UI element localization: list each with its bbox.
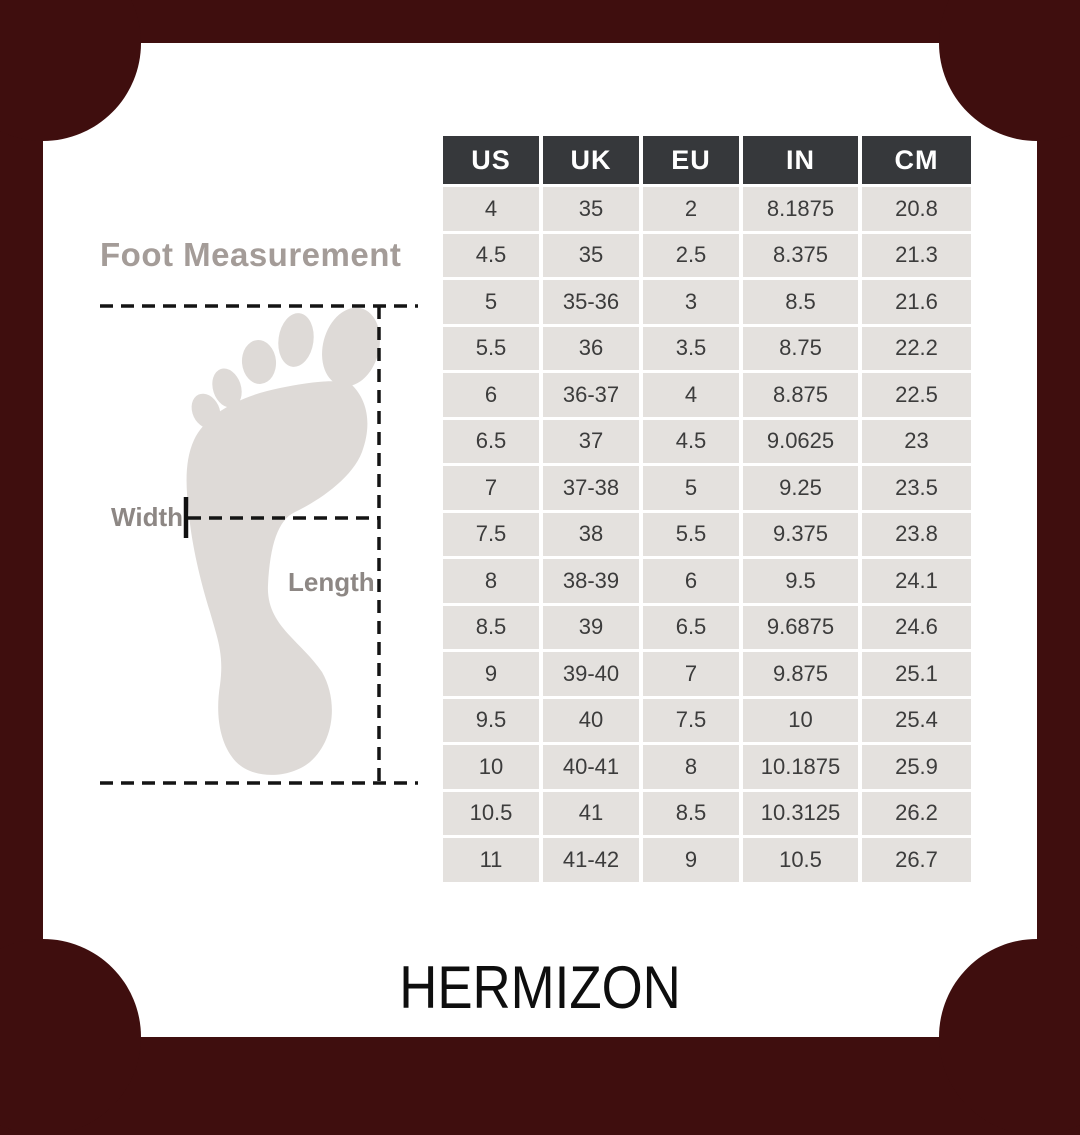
size-cell: 5.5 [443,326,539,370]
size-cell: 25.1 [862,652,971,696]
size-cell: 24.1 [862,559,971,603]
size-cell: 8 [443,559,539,603]
size-cell: 39 [543,605,639,649]
size-cell: 8.5 [743,280,858,324]
size-cell: 7.5 [643,698,739,742]
size-cell: 9 [643,838,739,882]
size-cell: 38-39 [543,559,639,603]
size-cell: 9.875 [743,652,858,696]
size-cell: 35-36 [543,280,639,324]
size-cell: 10.5 [743,838,858,882]
diagram-title: Foot Measurement [100,236,402,273]
size-cell: 9.375 [743,512,858,556]
size-cell: 4 [443,187,539,231]
infographic-canvas: { "brand": { "logo_text": "HERMIZON" }, … [43,43,1037,1037]
size-cell: 10.5 [443,791,539,835]
column-header-us: US [443,136,539,184]
size-cell: 40 [543,698,639,742]
size-cell: 35 [543,187,639,231]
size-cell: 40-41 [543,745,639,789]
size-cell: 4.5 [643,419,739,463]
size-cell: 23.8 [862,512,971,556]
size-cell: 7 [443,466,539,510]
size-cell: 10 [443,745,539,789]
size-cell: 4.5 [443,233,539,277]
length-label: Length [288,567,375,597]
size-cell: 21.6 [862,280,971,324]
size-chart-table: US UK EU IN CM 4 35 2 8.1875 20.8 4.5 35 2.5 8.375 21.… [443,136,971,882]
size-cell: 2 [643,187,739,231]
size-cell: 23.5 [862,466,971,510]
size-cell: 8.375 [743,233,858,277]
size-cell: 22.2 [862,326,971,370]
size-cell: 41 [543,791,639,835]
size-cell: 22.5 [862,373,971,417]
size-cell: 37 [543,419,639,463]
column-header-in: IN [743,136,858,184]
size-cell: 3.5 [643,326,739,370]
size-cell: 8.1875 [743,187,858,231]
size-cell: 24.6 [862,605,971,649]
size-cell: 6 [443,373,539,417]
column-header-cm: CM [862,136,971,184]
size-cell: 37-38 [543,466,639,510]
size-cell: 9.6875 [743,605,858,649]
size-cell: 9.0625 [743,419,858,463]
size-cell: 5 [443,280,539,324]
size-cell: 8.875 [743,373,858,417]
size-cell: 8 [643,745,739,789]
size-cell: 36-37 [543,373,639,417]
size-cell: 7.5 [443,512,539,556]
size-cell: 6.5 [443,419,539,463]
size-cell: 11 [443,838,539,882]
size-cell: 8.5 [443,605,539,649]
size-cell: 7 [643,652,739,696]
size-cell: 20.8 [862,187,971,231]
size-cell: 41-42 [543,838,639,882]
size-cell: 26.7 [862,838,971,882]
size-cell: 9.25 [743,466,858,510]
size-cell: 6.5 [643,605,739,649]
size-cell: 35 [543,233,639,277]
size-cell: 10 [743,698,858,742]
size-cell: 25.9 [862,745,971,789]
size-cell: 4 [643,373,739,417]
size-cell: 9 [443,652,539,696]
size-cell: 10.1875 [743,745,858,789]
brand-logo: HERMIZON [399,954,681,1021]
footprint-icon [186,307,380,775]
size-cell: 26.2 [862,791,971,835]
size-cell: 36 [543,326,639,370]
size-cell: 23 [862,419,971,463]
size-cell: 5 [643,466,739,510]
size-cell: 10.3125 [743,791,858,835]
size-cell: 8.75 [743,326,858,370]
column-header-eu: EU [643,136,739,184]
size-cell: 9.5 [743,559,858,603]
size-cell: 9.5 [443,698,539,742]
size-cell: 39-40 [543,652,639,696]
size-cell: 5.5 [643,512,739,556]
size-cell: 21.3 [862,233,971,277]
size-cell: 25.4 [862,698,971,742]
size-cell: 8.5 [643,791,739,835]
size-cell: 38 [543,512,639,556]
size-cell: 2.5 [643,233,739,277]
footprint-diagram [100,304,418,785]
size-cell: 6 [643,559,739,603]
size-cell: 3 [643,280,739,324]
column-header-uk: UK [543,136,639,184]
width-label: Width [111,502,183,532]
